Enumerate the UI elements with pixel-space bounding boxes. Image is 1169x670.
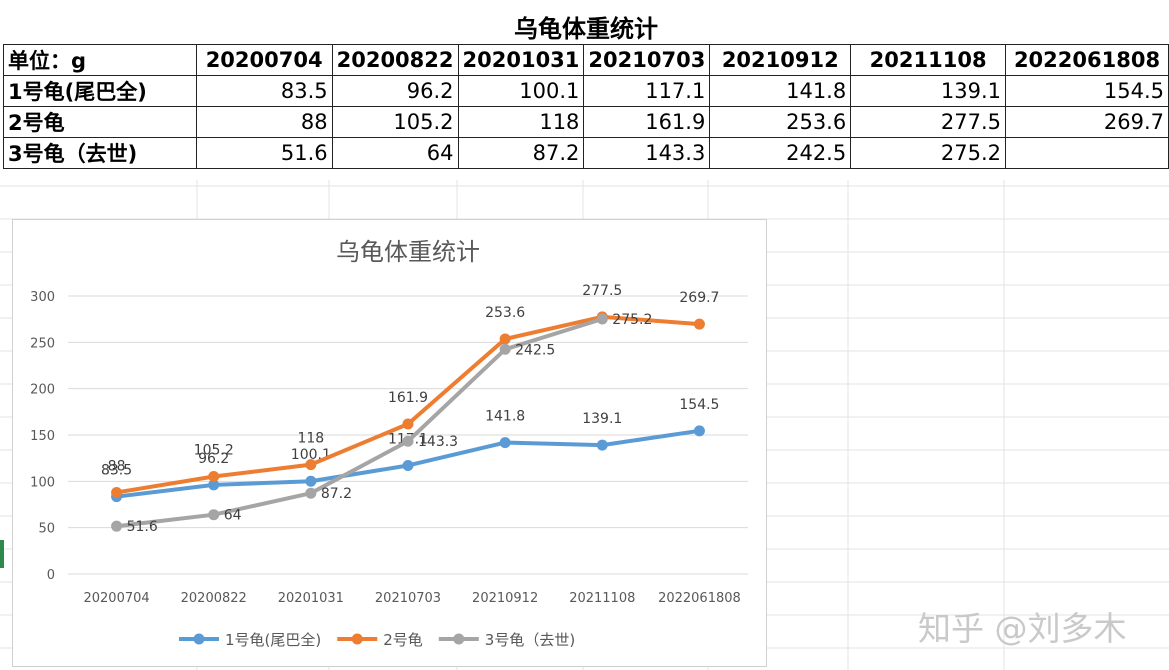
data-point[interactable]	[111, 486, 123, 498]
data-label: 83.5	[101, 463, 132, 479]
table-cell[interactable]: 118	[457, 106, 585, 138]
column-header[interactable]: 20210703	[583, 44, 711, 76]
x-tick-label: 20210703	[375, 591, 441, 606]
watermark: 知乎 @刘多木	[918, 609, 1127, 648]
data-label: 161.9	[388, 390, 428, 406]
data-point[interactable]	[305, 475, 317, 487]
data-point[interactable]	[305, 459, 317, 471]
table-cell[interactable]: 277.5	[850, 106, 1007, 138]
column-header[interactable]: 20211108	[850, 44, 1007, 76]
data-point[interactable]	[693, 425, 705, 437]
data-point[interactable]	[499, 437, 511, 449]
sheet-title[interactable]: 乌龟体重统计	[514, 15, 658, 43]
x-tick-label: 20201031	[278, 591, 344, 606]
table-cell[interactable]: 96.2	[331, 75, 459, 107]
table-cell[interactable]: 143.3	[583, 137, 711, 169]
table-row: 1号龟(尾巴全) 83.5 96.2 100.1 117.1 141.8 139…	[3, 75, 1169, 107]
data-label: 275.2	[612, 312, 652, 328]
data-label: 143.3	[418, 434, 458, 450]
data-point[interactable]	[208, 479, 220, 491]
data-label: 141.8	[485, 409, 525, 425]
table-cell[interactable]: 139.1	[850, 75, 1007, 107]
legend-item[interactable]: 1号龟(尾巴全)	[225, 631, 321, 649]
x-tick-label: 20200704	[83, 591, 149, 606]
legend-marker	[351, 633, 363, 645]
data-point[interactable]	[402, 435, 414, 447]
table-row: 3号龟（去世) 51.6 64 87.2 143.3 242.5 275.2	[3, 137, 1169, 169]
data-point[interactable]	[499, 343, 511, 355]
x-tick-label: 20211108	[569, 591, 635, 606]
column-header[interactable]: 20210912	[709, 44, 852, 76]
data-label: 277.5	[582, 283, 622, 299]
y-tick-label: 300	[30, 290, 55, 305]
row-label[interactable]: 1号龟(尾巴全)	[3, 75, 197, 107]
data-point[interactable]	[596, 313, 608, 325]
y-tick-label: 150	[30, 429, 55, 444]
x-tick-label: 20200822	[181, 591, 247, 606]
legend-marker	[453, 633, 465, 645]
data-table: 乌龟体重统计 单位：g 20200704 20200822 20201031 2…	[3, 9, 1169, 169]
unit-label[interactable]: 单位：g	[3, 44, 197, 76]
table-row: 2号龟 88 105.2 118 161.9 253.6 277.5 269.7	[3, 106, 1169, 138]
x-tick-label: 20210912	[472, 591, 538, 606]
table-cell[interactable]: 242.5	[709, 137, 852, 169]
chart-canvas: 乌龟体重统计 0 50 100 150 200 250 300 20200704 20200822…	[30, 238, 748, 649]
row-label[interactable]: 2号龟	[3, 106, 197, 138]
table-cell[interactable]	[1005, 137, 1169, 169]
line-chart[interactable]: 乌龟体重统计 0 50 100 150 200 250 300 20200704 20200822…	[12, 219, 767, 667]
table-cell[interactable]: 88	[195, 106, 333, 138]
y-tick-label: 250	[30, 336, 55, 351]
data-point[interactable]	[208, 509, 220, 521]
column-header[interactable]: 20201031	[457, 44, 585, 76]
x-tick-label: 2022061808	[658, 591, 741, 606]
table-cell[interactable]: 83.5	[195, 75, 333, 107]
data-point[interactable]	[111, 520, 123, 532]
table-cell[interactable]: 105.2	[331, 106, 459, 138]
table-cell[interactable]: 100.1	[457, 75, 585, 107]
table-cell[interactable]: 64	[331, 137, 459, 169]
data-point[interactable]	[499, 333, 511, 345]
y-tick-label: 50	[38, 522, 55, 537]
table-cell[interactable]: 117.1	[583, 75, 711, 107]
data-point[interactable]	[402, 459, 414, 471]
data-label: 51.6	[127, 519, 158, 535]
legend-item[interactable]: 3号龟（去世)	[485, 631, 575, 649]
y-tick-label: 0	[47, 568, 55, 583]
table-cell[interactable]: 161.9	[583, 106, 711, 138]
data-label: 96.2	[198, 451, 229, 467]
chart-title: 乌龟体重统计	[336, 238, 480, 266]
table-cell[interactable]: 87.2	[457, 137, 585, 169]
column-header[interactable]: 20200822	[331, 44, 459, 76]
table-cell[interactable]: 141.8	[709, 75, 852, 107]
series-line[interactable]	[116, 317, 603, 529]
data-label: 88	[108, 458, 126, 474]
data-point[interactable]	[693, 318, 705, 330]
data-point[interactable]	[402, 418, 414, 430]
table-cell[interactable]: 154.5	[1005, 75, 1169, 107]
data-point[interactable]	[596, 439, 608, 451]
table-cell[interactable]: 275.2	[850, 137, 1007, 169]
column-header[interactable]: 2022061808	[1005, 44, 1169, 76]
data-label: 253.6	[485, 305, 525, 321]
row-selection-marker	[0, 540, 4, 568]
data-label: 269.7	[679, 290, 719, 306]
y-tick-label: 100	[30, 475, 55, 490]
table-cell[interactable]: 269.7	[1005, 106, 1169, 138]
data-label: 154.5	[679, 397, 719, 413]
row-label[interactable]: 3号龟（去世)	[3, 137, 197, 169]
data-label: 118	[297, 431, 324, 447]
table-cell[interactable]: 253.6	[709, 106, 852, 138]
data-label: 105.2	[194, 443, 234, 459]
data-label: 139.1	[582, 411, 622, 427]
table-cell[interactable]: 51.6	[195, 137, 333, 169]
data-point[interactable]	[305, 487, 317, 499]
data-label: 87.2	[321, 486, 352, 502]
legend-item[interactable]: 2号龟	[383, 631, 423, 649]
legend-marker	[193, 633, 205, 645]
y-tick-label: 200	[30, 383, 55, 398]
data-point[interactable]	[208, 471, 220, 483]
column-header[interactable]: 20200704	[195, 44, 333, 76]
data-label: 64	[224, 508, 242, 524]
data-label: 242.5	[515, 342, 555, 358]
